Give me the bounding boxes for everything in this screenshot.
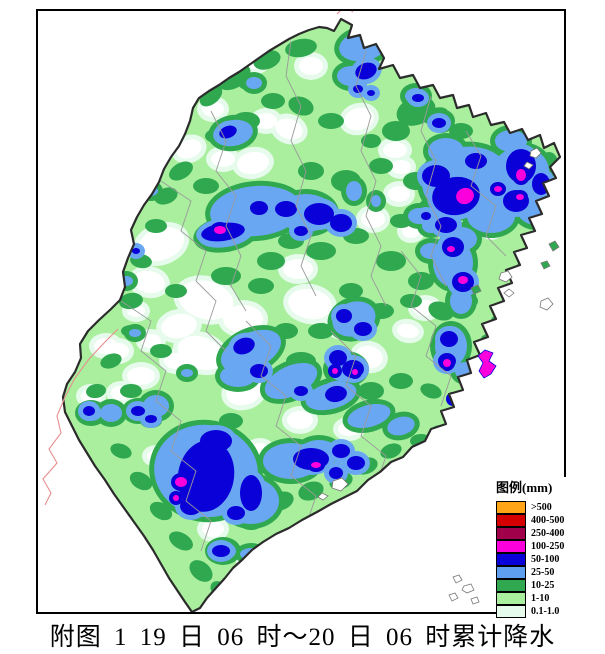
legend-swatch	[496, 552, 526, 566]
legend-label: 250-400	[531, 528, 565, 539]
legend-label: 10-25	[531, 580, 555, 591]
legend-label: 50-100	[531, 554, 560, 565]
neighbor-province-borders	[42, 11, 354, 506]
legend-title: 图例(mm)	[496, 480, 553, 495]
legend-label: 400-500	[531, 515, 565, 526]
map-frame: 图例(mm) >500 400-500 250-400 100-250 50-100 25…	[36, 9, 600, 618]
figure-caption: 附图 1 19 日 06 时～20 日 06 时累计降水	[49, 624, 556, 651]
legend-entry: >500	[496, 500, 600, 514]
legend-swatch	[496, 513, 526, 527]
layer-100-250	[169, 165, 530, 505]
legend-swatch	[496, 578, 526, 592]
legend-label: 100-250	[531, 541, 565, 552]
legend-swatch	[496, 565, 526, 579]
precip-map-svg	[42, 11, 562, 612]
legend-entry: 400-500	[496, 513, 600, 527]
legend-entry: 25-50	[496, 565, 600, 579]
county-borders	[120, 40, 507, 552]
legend-label: 0.1-1.0	[531, 606, 560, 617]
legend-entry: 1-10	[496, 591, 600, 605]
legend-entry: 250-400	[496, 526, 600, 540]
legend-label: 25-50	[531, 567, 555, 578]
legend-entries: >500 400-500 250-400 100-250 50-100 25-50 10-2…	[496, 500, 600, 618]
legend-label: >500	[531, 502, 552, 513]
legend-entry: 50-100	[496, 552, 600, 566]
legend-entry: 10-25	[496, 578, 600, 592]
legend-swatch	[496, 539, 526, 553]
province-outline	[61, 17, 562, 612]
legend-swatch	[496, 526, 526, 540]
coastal-islands	[317, 147, 560, 605]
legend-swatch	[496, 604, 526, 618]
legend-swatch	[496, 591, 526, 605]
legend-label: 1-10	[531, 593, 550, 604]
map-legend: 图例(mm) >500 400-500 250-400 100-250 50-100 25…	[496, 477, 600, 618]
legend-swatch	[496, 500, 526, 514]
legend-entry: 0.1-1.0	[496, 604, 600, 618]
legend-entry: 100-250	[496, 539, 600, 553]
